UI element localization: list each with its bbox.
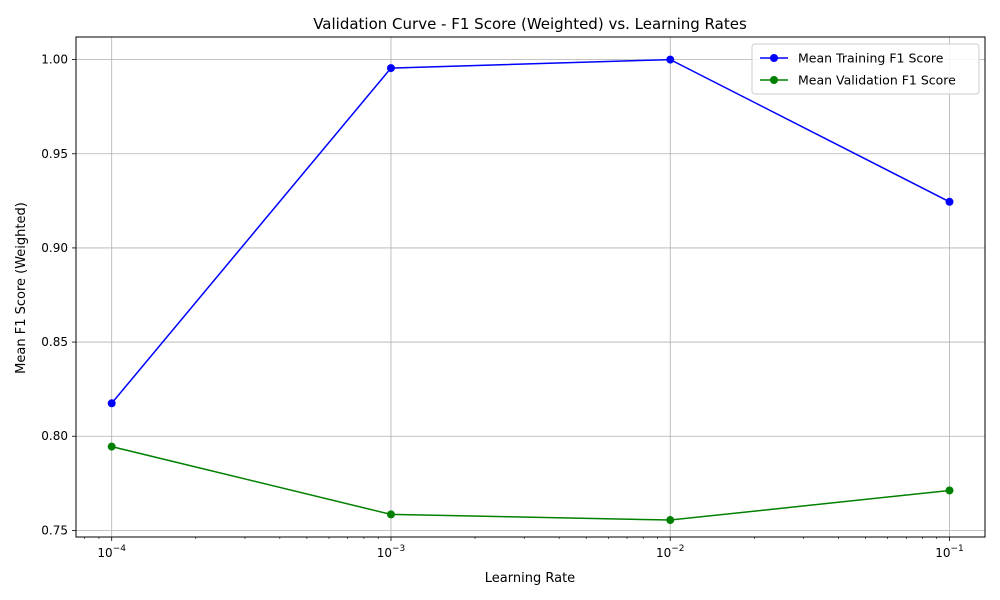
legend-box (751, 43, 980, 95)
x-axis-ticks: 10−4 10−3 10−2 10−1 (84, 537, 964, 560)
x-tick-label: 10−4 (97, 544, 126, 560)
legend-swatch-marker (770, 54, 778, 62)
data-point (666, 516, 675, 525)
series-line-1 (111, 58, 950, 404)
y-axis-ticks: 0.75 0.80 0.85 0.90 0.95 1.00 (41, 53, 76, 537)
x-axis-label: Learning Rate (485, 571, 575, 586)
chart-title: Validation Curve - F1 Score (Weighted) v… (313, 15, 747, 33)
y-axis-label: Mean F1 Score (Weighted) (14, 202, 29, 374)
y-tick-label: 0.75 (41, 523, 68, 537)
data-point (386, 64, 395, 73)
data-point (107, 442, 116, 451)
y-tick-label: 0.85 (41, 335, 68, 349)
legend-label: Mean Training F1 Score (798, 51, 944, 66)
y-tick-label: 0.95 (41, 147, 68, 161)
y-tick-label: 0.80 (41, 429, 68, 443)
x-tick-label: 10−3 (377, 544, 406, 560)
series-layer (107, 55, 954, 525)
legend-swatch-marker (770, 76, 778, 84)
plot-frame (75, 36, 986, 538)
x-tick-label: 10−1 (935, 544, 964, 560)
y-tick-label: 1.00 (41, 53, 68, 67)
legend: Mean Training F1 Score Mean Validation F1… (751, 43, 980, 95)
data-point (107, 399, 116, 408)
data-point (945, 197, 954, 206)
series-line-2 (111, 445, 950, 521)
grid (76, 37, 985, 537)
data-point (945, 486, 954, 495)
x-tick-label: 10−2 (656, 544, 685, 560)
data-point (666, 55, 675, 64)
data-point (386, 510, 395, 519)
y-tick-label: 0.90 (41, 241, 68, 255)
legend-label: Mean Validation F1 Score (798, 73, 956, 88)
